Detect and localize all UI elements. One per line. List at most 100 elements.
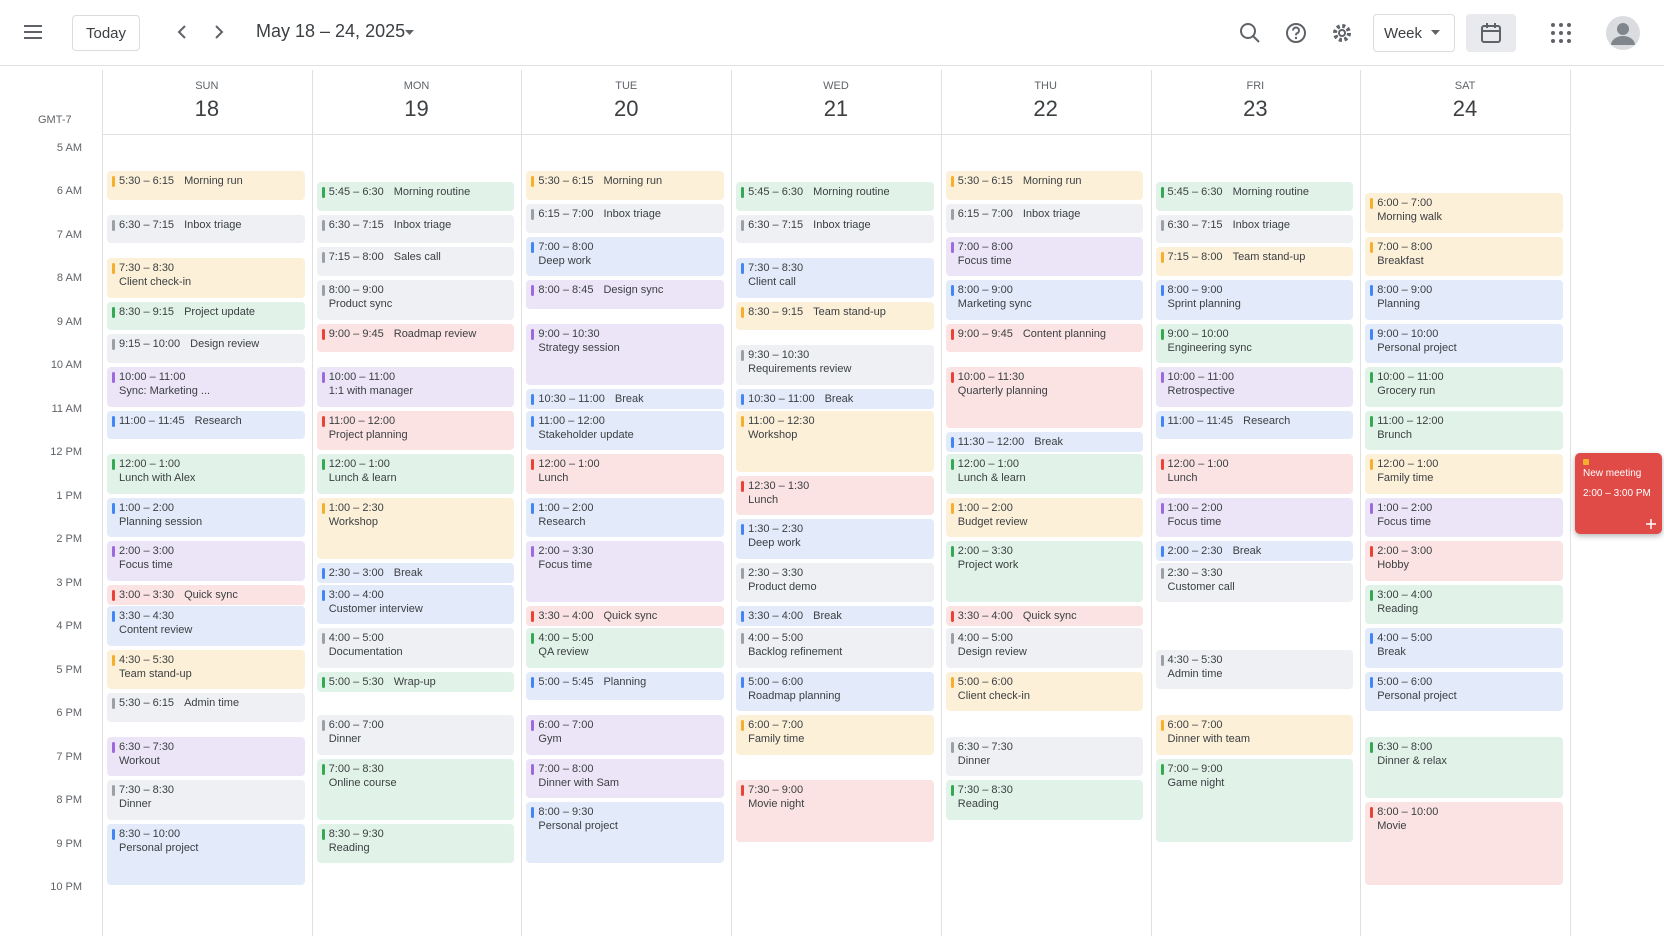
event[interactable]: 5:30 – 6:15 Admin time [107, 693, 305, 722]
event[interactable]: 11:00 – 12:30 Workshop [736, 410, 934, 472]
event[interactable]: 7:00 – 8:00 Breakfast [1365, 236, 1563, 276]
date-dropdown[interactable] [404, 28, 416, 38]
event[interactable]: 4:30 – 5:30 Team stand-up [107, 649, 305, 690]
event[interactable]: 4:00 – 5:00 Break [1365, 628, 1563, 668]
event[interactable]: 3:00 – 3:30 Quick sync [107, 584, 305, 605]
event[interactable]: 9:00 – 10:30 Strategy session [526, 323, 725, 385]
event[interactable]: 10:30 – 11:00 Break [526, 388, 725, 409]
event[interactable]: 9:30 – 10:30 Requirements review [736, 345, 934, 385]
event[interactable]: 1:00 – 2:30 Workshop [316, 497, 515, 559]
event[interactable]: 3:30 – 4:00 Quick sync [945, 606, 1144, 627]
view-selector[interactable]: Week [1373, 14, 1455, 52]
event[interactable]: 1:30 – 2:30 Deep work [736, 519, 934, 559]
event[interactable]: 7:15 – 8:00 Sales call [316, 247, 515, 276]
event[interactable]: 2:00 – 3:30 Focus time [526, 541, 725, 603]
event[interactable]: 1:00 – 2:00 Planning session [107, 497, 305, 537]
event[interactable]: 6:00 – 7:00 Gym [526, 715, 725, 755]
event[interactable]: 6:30 – 7:30 Dinner [945, 736, 1144, 777]
event[interactable]: 2:00 – 3:00 Focus time [107, 541, 305, 581]
event[interactable]: 6:30 – 7:15 Inbox triage [107, 214, 305, 244]
event[interactable]: 7:30 – 8:30 Reading [945, 780, 1144, 820]
event[interactable]: 5:45 – 6:30 Morning routine [736, 182, 934, 211]
new-meeting-card[interactable]: New meeting 2:00 – 3:00 PM [1575, 453, 1662, 534]
event[interactable]: 8:00 – 9:00 Marketing sync [945, 280, 1144, 320]
event[interactable]: 11:30 – 12:00 Break [945, 432, 1144, 453]
event[interactable]: 7:30 – 8:30 Dinner [107, 780, 305, 820]
day-number[interactable]: 22 [1033, 96, 1058, 121]
today-button[interactable]: Today [72, 15, 140, 51]
event[interactable]: 2:30 – 3:00 Break [316, 562, 515, 583]
event[interactable]: 5:45 – 6:30 Morning routine [316, 182, 515, 211]
day-number[interactable]: 19 [404, 96, 429, 121]
event[interactable]: 5:00 – 5:45 Planning [526, 671, 725, 701]
event[interactable]: 7:00 – 9:00 Game night [1155, 758, 1354, 842]
event[interactable]: 3:30 – 4:00 Break [736, 606, 934, 627]
event[interactable]: 12:00 – 1:00 Lunch [526, 454, 725, 494]
event[interactable]: 3:30 – 4:00 Quick sync [526, 606, 725, 627]
day-number[interactable]: 23 [1243, 96, 1268, 121]
event[interactable]: 4:30 – 5:30 Admin time [1155, 649, 1354, 690]
event[interactable]: 5:30 – 6:15 Morning run [945, 171, 1144, 200]
event[interactable]: 7:00 – 8:00 Dinner with Sam [526, 758, 725, 798]
event[interactable]: 5:00 – 6:00 Personal project [1365, 671, 1563, 711]
event[interactable]: 6:15 – 7:00 Inbox triage [945, 203, 1144, 233]
event[interactable]: 5:30 – 6:15 Morning run [526, 171, 725, 200]
event[interactable]: 8:30 – 9:15 Project update [107, 301, 305, 331]
event[interactable]: 12:00 – 1:00 Lunch with Alex [107, 454, 305, 494]
event[interactable]: 7:30 – 8:30 Client call [736, 258, 934, 298]
event[interactable]: 9:00 – 10:00 Personal project [1365, 323, 1563, 363]
event[interactable]: 10:00 – 11:00 1:1 with manager [316, 367, 515, 407]
event[interactable]: 9:15 – 10:00 Design review [107, 334, 305, 363]
event[interactable]: 7:00 – 8:00 Deep work [526, 236, 725, 276]
event[interactable]: 6:30 – 7:15 Inbox triage [1155, 214, 1354, 244]
event[interactable]: 1:00 – 2:00 Focus time [1365, 497, 1563, 537]
event[interactable]: 6:30 – 7:15 Inbox triage [736, 214, 934, 244]
event[interactable]: 8:00 – 9:30 Personal project [526, 802, 725, 864]
event[interactable]: 8:00 – 9:00 Planning [1365, 280, 1563, 320]
event[interactable]: 10:00 – 11:30 Quarterly planning [945, 367, 1144, 429]
help-button[interactable] [1284, 21, 1308, 45]
event[interactable]: 8:30 – 10:00 Personal project [107, 823, 305, 885]
settings-button[interactable] [1330, 21, 1354, 45]
event[interactable]: 11:00 – 12:00 Brunch [1365, 410, 1563, 450]
event[interactable]: 9:00 – 10:00 Engineering sync [1155, 323, 1354, 363]
event[interactable]: 6:00 – 7:00 Dinner [316, 715, 515, 755]
event[interactable]: 7:30 – 8:30 Client check-in [107, 258, 305, 298]
event[interactable]: 11:00 – 11:45 Research [107, 410, 305, 440]
event[interactable]: 12:00 – 1:00 Lunch & learn [945, 454, 1144, 494]
move-handle[interactable] [1645, 518, 1657, 530]
event[interactable]: 1:00 – 2:00 Focus time [1155, 497, 1354, 537]
event[interactable]: 8:00 – 10:00 Movie [1365, 802, 1563, 885]
event[interactable]: 8:30 – 9:15 Team stand-up [736, 301, 934, 331]
event[interactable]: 6:00 – 7:00 Morning walk [1365, 193, 1563, 233]
event[interactable]: 2:30 – 3:30 Product demo [736, 562, 934, 603]
day-number[interactable]: 21 [823, 96, 849, 121]
event[interactable]: 12:00 – 1:00 Lunch & learn [316, 454, 515, 494]
search-button[interactable] [1238, 21, 1262, 45]
date-range[interactable]: May 18 – 24, 2025 [256, 21, 406, 41]
event[interactable]: 6:15 – 7:00 Inbox triage [526, 203, 725, 233]
event[interactable]: 5:00 – 6:00 Client check-in [945, 671, 1144, 711]
menu-button[interactable] [22, 22, 46, 42]
event[interactable]: 1:00 – 2:00 Research [526, 497, 725, 537]
event[interactable]: 3:00 – 4:00 Customer interview [316, 584, 515, 624]
event[interactable]: 2:00 – 3:30 Project work [945, 541, 1144, 603]
day-number[interactable]: 20 [613, 96, 639, 121]
event[interactable]: 1:00 – 2:00 Budget review [945, 497, 1144, 537]
event[interactable]: 12:30 – 1:30 Lunch [736, 475, 934, 516]
event[interactable]: 12:00 – 1:00 Lunch [1155, 454, 1354, 494]
event[interactable]: 10:30 – 11:00 Break [736, 388, 934, 409]
day-number[interactable]: 18 [194, 96, 220, 121]
event[interactable]: 10:00 – 11:00 Grocery run [1365, 367, 1563, 407]
event[interactable]: 3:30 – 4:30 Content review [107, 606, 305, 646]
event[interactable]: 5:00 – 5:30 Wrap-up [316, 671, 515, 692]
event[interactable]: 6:00 – 7:00 Family time [736, 715, 934, 755]
next-button[interactable] [209, 22, 229, 42]
event[interactable]: 6:30 – 8:00 Dinner & relax [1365, 736, 1563, 798]
event[interactable]: 6:00 – 7:00 Dinner with team [1155, 715, 1354, 755]
prev-button[interactable] [172, 22, 192, 42]
event[interactable]: 7:00 – 8:30 Online course [316, 758, 515, 820]
event[interactable]: 7:00 – 8:00 Focus time [945, 236, 1144, 276]
event[interactable]: 6:30 – 7:15 Inbox triage [316, 214, 515, 244]
event[interactable]: 12:00 – 1:00 Family time [1365, 454, 1563, 494]
